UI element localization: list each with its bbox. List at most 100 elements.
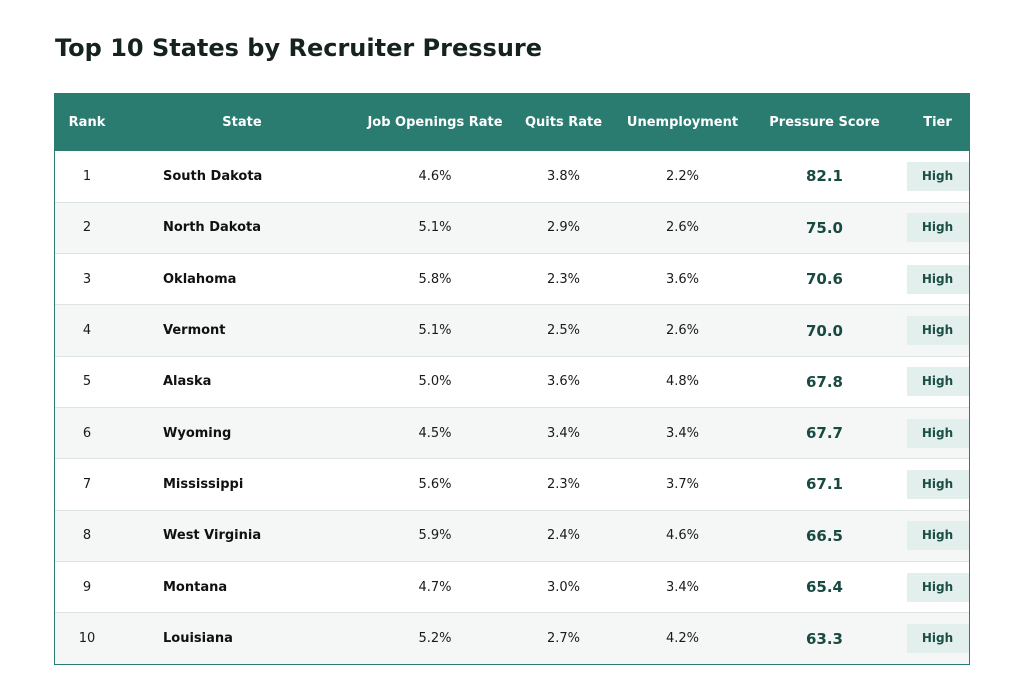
cell-quits-rate: 3.8% (546, 168, 581, 184)
cell-unemployment: 2.2% (665, 168, 700, 184)
cell-job-openings-rate: 4.6% (418, 168, 452, 184)
table-row: 8 West Virginia 5.9% 2.4% 4.6% 66.5 High (55, 509, 969, 562)
table-row: 6 Wyoming 4.5% 3.4% 3.4% 67.7 High (55, 406, 969, 459)
cell-state: North Dakota (119, 201, 365, 254)
cell-job-openings-rate: 5.9% (365, 509, 505, 562)
cell-job-openings-rate: 4.5% (365, 406, 505, 459)
recruiter-pressure-table: Rank State Job Openings Rate Quits Rate … (55, 94, 969, 664)
cell-quits-rate: 3.6% (505, 355, 622, 408)
table-row: 1 South Dakota 4.6% 3.8% 2.2% 82.1 High (55, 151, 969, 203)
table-header-row: Rank State Job Openings Rate Quits Rate … (55, 94, 969, 151)
cell-unemployment: 4.6% (622, 509, 743, 562)
tier-badge: High (906, 367, 969, 397)
header-job-openings-rate: Job Openings Rate (367, 115, 503, 130)
tier-badge: High (906, 572, 969, 602)
table-row: 3 Oklahoma 5.8% 2.3% 3.6% 70.6 High (55, 253, 969, 305)
cell-quits-rate: 3.0% (505, 560, 622, 613)
cell-unemployment: 3.6% (622, 253, 743, 305)
cell-pressure-score: 66.5 (743, 509, 906, 562)
page-title: Top 10 States by Recruiter Pressure (55, 34, 543, 62)
tier-badge: High (906, 624, 969, 654)
table-row: 5 Alaska 5.0% 3.6% 4.8% 67.8 High (55, 355, 969, 408)
cell-unemployment: 2.6% (622, 201, 743, 254)
cell-job-openings-rate: 4.7% (365, 560, 505, 613)
cell-unemployment: 4.8% (622, 355, 743, 408)
cell-unemployment: 2.6% (622, 304, 743, 357)
cell-quits-rate: 2.7% (505, 612, 622, 664)
table-container: Rank State Job Openings Rate Quits Rate … (54, 93, 970, 665)
cell-tier: High (906, 612, 969, 664)
cell-tier: High (906, 201, 969, 254)
cell-rank: 7 (55, 458, 119, 511)
cell-rank: 2 (55, 201, 119, 254)
cell-state: Mississippi (119, 458, 365, 511)
cell-state: Montana (119, 560, 365, 613)
cell-rank: 10 (55, 612, 119, 664)
cell-rank: 5 (55, 355, 119, 408)
cell-state: Alaska (119, 355, 365, 408)
cell-rank: 3 (55, 253, 119, 305)
cell-pressure-score: 67.8 (743, 355, 906, 408)
cell-pressure-score: 70.0 (743, 304, 906, 357)
header-rank: Rank (68, 115, 106, 130)
cell-tier: High (906, 304, 969, 357)
table-row: 4 Vermont 5.1% 2.5% 2.6% 70.0 High (55, 304, 969, 357)
cell-rank: 6 (55, 406, 119, 459)
table-row: 10 Louisiana 5.2% 2.7% 4.2% 63.3 High (55, 612, 969, 664)
cell-tier: High (906, 458, 969, 511)
cell-pressure-score: 65.4 (743, 560, 906, 613)
cell-state: Louisiana (119, 612, 365, 664)
cell-pressure-score: 67.1 (743, 458, 906, 511)
cell-pressure-score: 67.7 (743, 406, 906, 459)
cell-job-openings-rate: 5.2% (365, 612, 505, 664)
header-unemployment: Unemployment (626, 115, 739, 130)
cell-job-openings-rate: 5.8% (365, 253, 505, 305)
cell-rank: 8 (55, 509, 119, 562)
cell-quits-rate: 3.4% (505, 406, 622, 459)
cell-pressure-score: 70.6 (743, 253, 906, 305)
tier-badge: High (906, 161, 969, 191)
tier-badge: High (906, 469, 969, 499)
cell-job-openings-rate: 5.6% (365, 458, 505, 511)
cell-unemployment: 3.4% (622, 406, 743, 459)
cell-pressure-score: 75.0 (743, 201, 906, 254)
cell-rank: 9 (55, 560, 119, 613)
cell-quits-rate: 2.4% (505, 509, 622, 562)
cell-rank: 1 (82, 168, 92, 184)
table-row: 2 North Dakota 5.1% 2.9% 2.6% 75.0 High (55, 201, 969, 254)
table-row: 9 Montana 4.7% 3.0% 3.4% 65.4 High (55, 560, 969, 613)
cell-job-openings-rate: 5.0% (365, 355, 505, 408)
tier-badge: High (906, 213, 969, 243)
cell-unemployment: 3.7% (622, 458, 743, 511)
cell-tier: High (906, 355, 969, 408)
cell-rank: 4 (55, 304, 119, 357)
cell-tier: High (906, 406, 969, 459)
cell-quits-rate: 2.3% (505, 253, 622, 305)
cell-unemployment: 4.2% (622, 612, 743, 664)
header-state: State (222, 115, 262, 130)
header-pressure-score: Pressure Score (769, 115, 880, 130)
table-body: 1 South Dakota 4.6% 3.8% 2.2% 82.1 High 2 North … (55, 151, 969, 664)
cell-quits-rate: 2.3% (505, 458, 622, 511)
cell-pressure-score: 82.1 (805, 167, 843, 186)
cell-job-openings-rate: 5.1% (365, 201, 505, 254)
cell-state: Oklahoma (119, 253, 365, 305)
tier-badge: High (906, 316, 969, 346)
cell-quits-rate: 2.5% (505, 304, 622, 357)
header-tier: Tier (923, 115, 952, 130)
cell-state: Wyoming (119, 406, 365, 459)
tier-badge: High (906, 418, 969, 448)
cell-tier: High (906, 253, 969, 305)
cell-tier: High (906, 509, 969, 562)
tier-badge: High (906, 521, 969, 551)
cell-tier: High (906, 560, 969, 613)
header-quits-rate: Quits Rate (524, 115, 603, 130)
cell-job-openings-rate: 5.1% (365, 304, 505, 357)
table-row: 7 Mississippi 5.6% 2.3% 3.7% 67.1 High (55, 458, 969, 511)
tier-badge: High (906, 264, 969, 294)
cell-tier: High (906, 151, 969, 202)
cell-quits-rate: 2.9% (505, 201, 622, 254)
cell-state: South Dakota (163, 168, 263, 184)
cell-unemployment: 3.4% (622, 560, 743, 613)
cell-pressure-score: 63.3 (743, 612, 906, 664)
